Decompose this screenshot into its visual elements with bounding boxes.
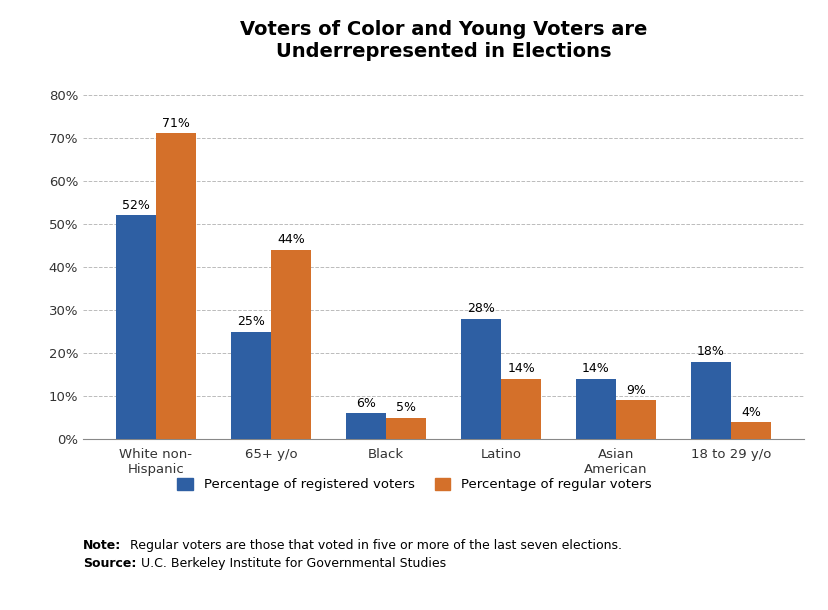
Text: 71%: 71%	[162, 117, 190, 130]
Text: Note:: Note:	[83, 539, 121, 552]
Text: 14%: 14%	[581, 362, 609, 376]
Bar	[690, 362, 730, 439]
Bar	[730, 422, 770, 439]
Bar	[460, 318, 500, 439]
Text: 9%: 9%	[625, 384, 645, 397]
Bar	[500, 379, 541, 439]
Text: 4%: 4%	[740, 406, 760, 418]
Bar	[575, 379, 615, 439]
Text: U.C. Berkeley Institute for Governmental Studies: U.C. Berkeley Institute for Governmental…	[137, 558, 445, 570]
Bar	[116, 215, 156, 439]
Text: Regular voters are those that voted in five or more of the last seven elections.: Regular voters are those that voted in f…	[126, 539, 621, 552]
Text: 28%: 28%	[466, 302, 494, 315]
Bar	[345, 414, 386, 439]
Bar	[230, 332, 271, 439]
Bar	[156, 134, 196, 439]
Bar	[386, 418, 426, 439]
Bar	[615, 400, 656, 439]
Title: Voters of Color and Young Voters are
Underrepresented in Elections: Voters of Color and Young Voters are Und…	[239, 20, 647, 60]
Text: 14%: 14%	[507, 362, 534, 376]
Text: 44%: 44%	[277, 233, 305, 246]
Legend: Percentage of registered voters, Percentage of regular voters: Percentage of registered voters, Percent…	[172, 473, 656, 497]
Bar	[271, 249, 310, 439]
Text: 25%: 25%	[237, 315, 264, 328]
Text: Source:: Source:	[83, 558, 136, 570]
Text: 52%: 52%	[122, 199, 150, 212]
Text: 5%: 5%	[396, 401, 416, 414]
Text: 18%: 18%	[696, 345, 724, 358]
Text: 6%: 6%	[355, 397, 375, 410]
